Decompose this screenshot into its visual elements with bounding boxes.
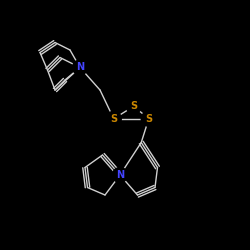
- Text: S: S: [130, 101, 137, 111]
- Text: S: S: [145, 114, 152, 124]
- Text: S: S: [110, 114, 117, 124]
- Circle shape: [72, 60, 88, 75]
- Circle shape: [141, 111, 156, 126]
- Circle shape: [106, 111, 121, 126]
- Text: N: N: [76, 62, 84, 72]
- Text: N: N: [116, 170, 124, 180]
- Circle shape: [126, 99, 141, 114]
- Circle shape: [112, 168, 128, 182]
